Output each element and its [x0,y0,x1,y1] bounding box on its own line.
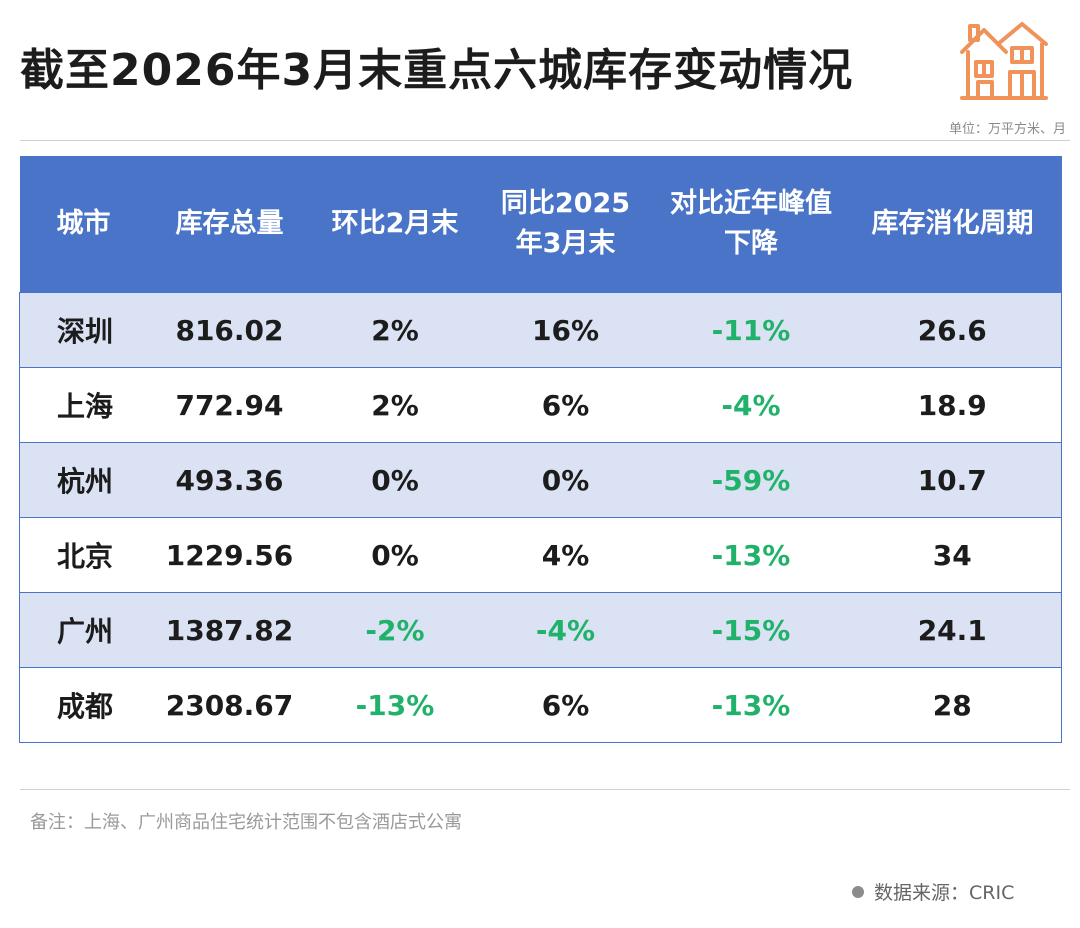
cell-peak: -13% [658,517,844,593]
cell-yoy: 0% [472,442,659,518]
table-header-row: 城市 库存总量 环比2月末 同比2025 年3月末 对比近年峰值 下降 库存消化周期 [19,156,1062,293]
cell-peak: -4% [658,367,844,443]
header-yoy: 同比2025 年3月末 [472,156,659,293]
table-row: 杭州 493.36 0% 0% -59% 10.7 [19,442,1062,518]
header-total: 库存总量 [141,156,318,293]
cell-total: 1387.82 [141,592,318,668]
cell-peak: -11% [658,292,844,368]
cell-city: 成都 [19,667,142,743]
footnote: 备注：上海、广州商品住宅统计范围不包含酒店式公寓 [30,812,462,833]
cell-peak: -15% [658,592,844,668]
cell-cycle: 24.1 [843,592,1062,668]
cell-total: 1229.56 [141,517,318,593]
top-divider [20,140,1070,141]
data-source: 数据来源：CRIC [852,878,1014,905]
unit-label: 单位：万平方米、月 [948,122,1066,137]
inventory-table: 城市 库存总量 环比2月末 同比2025 年3月末 对比近年峰值 下降 库存消化周期… [19,156,1062,743]
header-city: 城市 [19,156,142,293]
cell-city: 深圳 [19,292,142,368]
header-cycle: 库存消化周期 [843,156,1062,293]
cell-city: 上海 [19,367,142,443]
table-row: 成都 2308.67 -13% 6% -13% 28 [19,667,1062,743]
cell-cycle: 26.6 [843,292,1062,368]
cell-mom: 2% [317,367,473,443]
cell-city: 广州 [19,592,142,668]
cell-total: 2308.67 [141,667,318,743]
cell-mom: 2% [317,292,473,368]
cell-total: 816.02 [141,292,318,368]
cell-yoy: 6% [472,367,659,443]
bottom-divider [20,789,1070,790]
dot-icon [852,885,864,898]
cell-city: 北京 [19,517,142,593]
cell-mom: -13% [317,667,473,743]
cell-yoy: 6% [472,667,659,743]
cell-cycle: 28 [843,667,1062,743]
page-title: 截至2026年3月末重点六城库存变动情况 [20,45,854,96]
house-icon [960,22,1048,100]
cell-mom: 0% [317,442,473,518]
table-row: 深圳 816.02 2% 16% -11% 26.6 [19,292,1062,368]
data-source-text: 数据来源：CRIC [874,882,1015,904]
header-peak: 对比近年峰值 下降 [658,156,844,293]
cell-total: 772.94 [141,367,318,443]
table-row: 北京 1229.56 0% 4% -13% 34 [19,517,1062,593]
cell-city: 杭州 [19,442,142,518]
cell-yoy: 16% [472,292,659,368]
cell-cycle: 10.7 [843,442,1062,518]
cell-yoy: -4% [472,592,659,668]
cell-mom: 0% [317,517,473,593]
cell-yoy: 4% [472,517,659,593]
cell-cycle: 34 [843,517,1062,593]
table-row: 上海 772.94 2% 6% -4% 18.9 [19,367,1062,443]
cell-mom: -2% [317,592,473,668]
table-row: 广州 1387.82 -2% -4% -15% 24.1 [19,592,1062,668]
cell-peak: -59% [658,442,844,518]
cell-cycle: 18.9 [843,367,1062,443]
cell-peak: -13% [658,667,844,743]
cell-total: 493.36 [141,442,318,518]
header-mom: 环比2月末 [317,156,473,293]
